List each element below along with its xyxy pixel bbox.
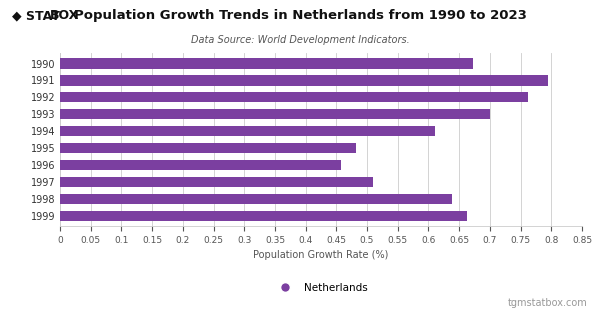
- Legend: Netherlands: Netherlands: [271, 279, 371, 297]
- Text: BOX: BOX: [50, 9, 79, 22]
- Bar: [60, 58, 473, 69]
- Bar: [60, 109, 490, 119]
- Bar: [60, 211, 467, 221]
- Bar: [60, 194, 452, 204]
- Bar: [60, 143, 356, 153]
- Bar: [60, 126, 434, 136]
- Bar: [60, 177, 373, 187]
- Text: Population Growth Trends in Netherlands from 1990 to 2023: Population Growth Trends in Netherlands …: [74, 9, 526, 22]
- Text: Data Source: World Development Indicators.: Data Source: World Development Indicator…: [191, 35, 409, 45]
- Bar: [60, 75, 548, 85]
- X-axis label: Population Growth Rate (%): Population Growth Rate (%): [253, 250, 389, 260]
- Text: tgmstatbox.com: tgmstatbox.com: [508, 298, 588, 308]
- Text: ◆ STAT: ◆ STAT: [12, 9, 60, 22]
- Bar: [60, 92, 528, 102]
- Bar: [60, 160, 341, 170]
